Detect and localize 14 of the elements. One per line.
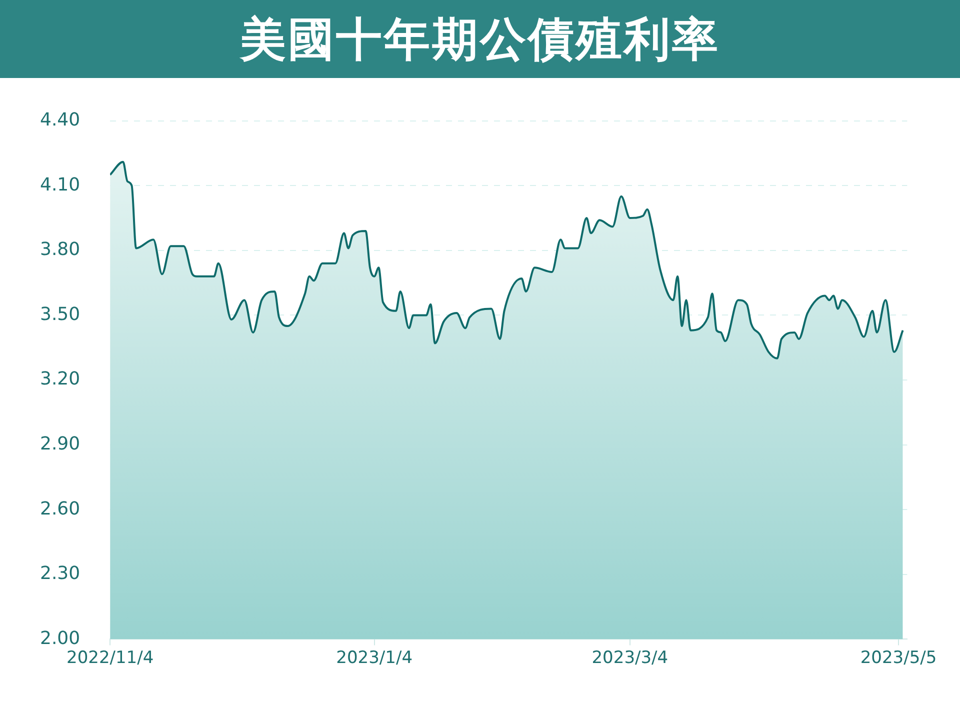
y-tick-label: 3.80	[40, 239, 80, 260]
y-tick-label: 3.20	[40, 368, 80, 390]
y-tick-label: 4.10	[40, 174, 80, 196]
x-tick-label: 2023/3/4	[592, 648, 668, 668]
y-tick-label: 2.60	[40, 498, 80, 520]
x-tick-label: 2023/5/5	[860, 648, 937, 668]
chart-title: 美國十年期公債殖利率	[0, 0, 960, 78]
y-tick-label: 2.90	[40, 433, 80, 454]
y-tick-label: 2.00	[40, 628, 80, 649]
x-tick-label: 2022/11/4	[66, 648, 154, 668]
y-tick-label: 4.40	[40, 109, 80, 130]
y-tick-label: 3.50	[40, 304, 80, 325]
x-tick-label: 2023/1/4	[336, 648, 413, 668]
y-tick-label: 2.30	[40, 563, 80, 584]
